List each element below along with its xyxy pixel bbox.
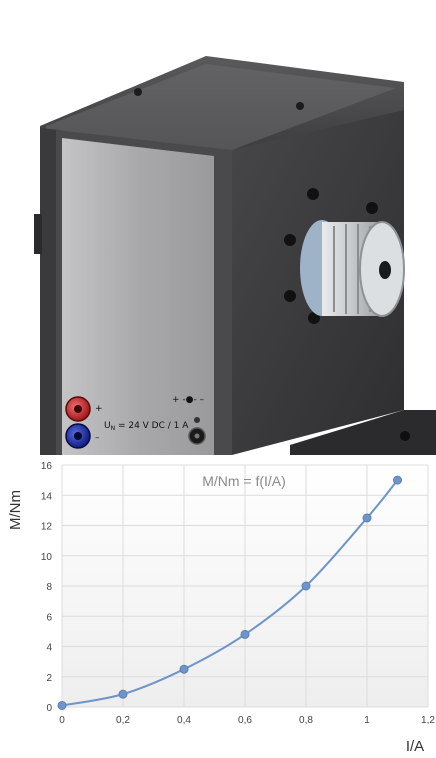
- x-tick-label: 0: [59, 715, 65, 726]
- rail-screw: [400, 431, 410, 441]
- x-tick-label: 0,8: [299, 715, 313, 726]
- torque-current-chart: 0 0,2 0,4 0,6 0,8 1 1,2 0 2 4 6 8 10 12 14 16 M/Nm = f…: [7, 461, 435, 755]
- y-tick-label: 16: [41, 461, 53, 472]
- housing-top-rim: [46, 64, 396, 150]
- y-tick-label: 14: [41, 491, 53, 502]
- housing-left-edge: [40, 128, 60, 455]
- x-tick-label: 1,2: [421, 715, 435, 726]
- y-axis-title: M/Nm: [7, 490, 24, 530]
- data-point: [240, 629, 250, 639]
- small-screw: [194, 417, 200, 423]
- dc-socket-pin: [194, 433, 200, 439]
- data-point: [118, 689, 128, 699]
- motor-device-illustration: + – UN = 24 V DC / 1 A + -●- –: [34, 56, 436, 455]
- data-point: [57, 700, 67, 710]
- top-screw: [296, 102, 304, 110]
- data-points: [57, 475, 402, 710]
- y-tick-label: 2: [46, 673, 52, 684]
- rating-text: = 24 V DC / 1 A: [115, 421, 189, 431]
- data-point: [179, 664, 189, 674]
- y-tick-labels: 0 2 4 6 8 10 12 14 16: [41, 461, 53, 714]
- mounting-hole: [308, 312, 320, 324]
- plus-symbol: +: [95, 404, 103, 414]
- rating-subscript: N: [111, 425, 116, 432]
- y-tick-label: 10: [41, 552, 53, 563]
- mounting-hole: [284, 290, 296, 302]
- y-tick-label: 0: [46, 703, 52, 714]
- mounting-hole: [284, 234, 296, 246]
- y-tick-label: 8: [46, 582, 52, 593]
- data-point: [393, 475, 402, 485]
- x-tick-label: 0,2: [116, 715, 130, 726]
- rating-prefix: U: [104, 421, 111, 431]
- y-tick-label: 6: [46, 612, 52, 623]
- y-tick-label: 4: [46, 643, 52, 654]
- data-point: [301, 581, 311, 591]
- x-tick-label: 1: [364, 715, 370, 726]
- base-rail: [290, 410, 436, 455]
- blue-jack-hole: [74, 432, 82, 440]
- front-panel: [62, 138, 214, 455]
- rating-label: UN = 24 V DC / 1 A: [104, 421, 189, 432]
- minus-symbol: –: [95, 433, 100, 443]
- mounting-hole: [307, 188, 319, 200]
- mounting-hole: [366, 202, 378, 214]
- side-bracket: [34, 214, 42, 254]
- y-gridlines: [62, 464, 428, 708]
- red-jack-hole: [74, 405, 82, 413]
- y-tick-label: 12: [41, 522, 53, 533]
- x-tick-label: 0,4: [177, 715, 191, 726]
- chart-title: M/Nm = f(I/A): [202, 473, 286, 489]
- shaft-bore: [379, 261, 391, 279]
- x-axis-title: I/A: [406, 738, 424, 755]
- data-point: [362, 513, 372, 523]
- socket-polarity-label: + -●- –: [172, 395, 205, 405]
- x-tick-labels: 0 0,2 0,4 0,6 0,8 1 1,2: [59, 715, 435, 726]
- top-screw: [134, 88, 142, 96]
- x-tick-label: 0,6: [238, 715, 252, 726]
